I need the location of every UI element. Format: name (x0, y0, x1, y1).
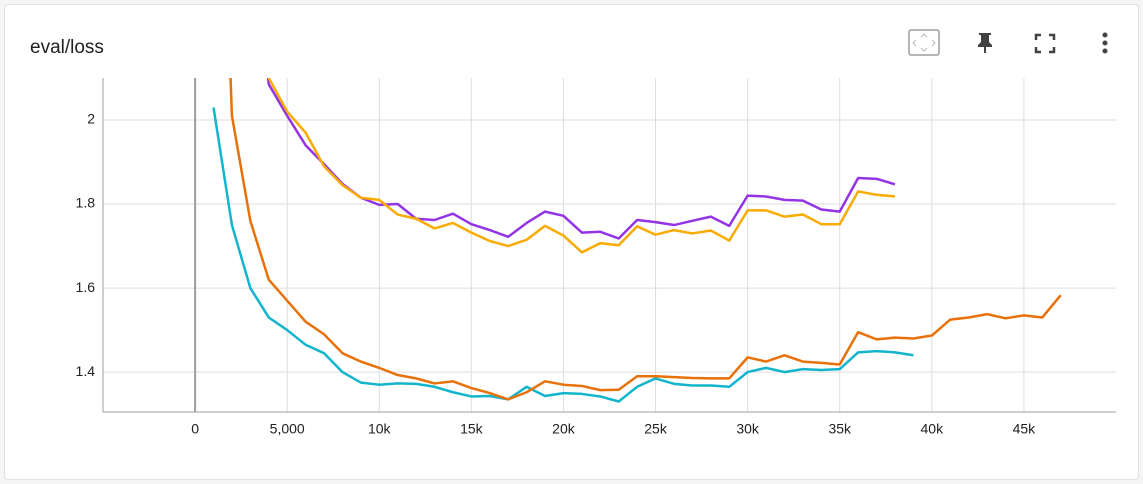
chart-title: eval/loss (30, 37, 104, 58)
y-tick-label: 1.6 (76, 279, 96, 295)
x-tick-label: 25k (644, 421, 668, 437)
fit-domain-button[interactable] (908, 29, 940, 56)
x-tick-label: 10k (368, 421, 392, 437)
x-tick-label: 5,000 (270, 421, 305, 437)
x-tick-label: 30k (736, 421, 760, 437)
y-tick-label: 1.8 (76, 195, 96, 211)
x-tick-label: 20k (552, 421, 576, 437)
y-tick-label: 1.4 (76, 363, 96, 379)
fullscreen-button[interactable] (1034, 33, 1056, 54)
x-tick-label: 15k (460, 421, 484, 437)
series-line (267, 78, 896, 254)
x-tick-label: 0 (191, 421, 199, 437)
more-button[interactable] (1102, 32, 1108, 54)
series-line (229, 78, 1062, 401)
x-tick-label: 45k (1013, 421, 1037, 437)
series-line (266, 78, 896, 240)
x-tick-label: 40k (921, 421, 945, 437)
pin-button[interactable] (978, 33, 992, 53)
series-line (212, 107, 914, 403)
plot-area (212, 78, 1062, 403)
x-tick-label: 35k (828, 421, 852, 437)
y-tick-label: 2 (87, 111, 95, 127)
